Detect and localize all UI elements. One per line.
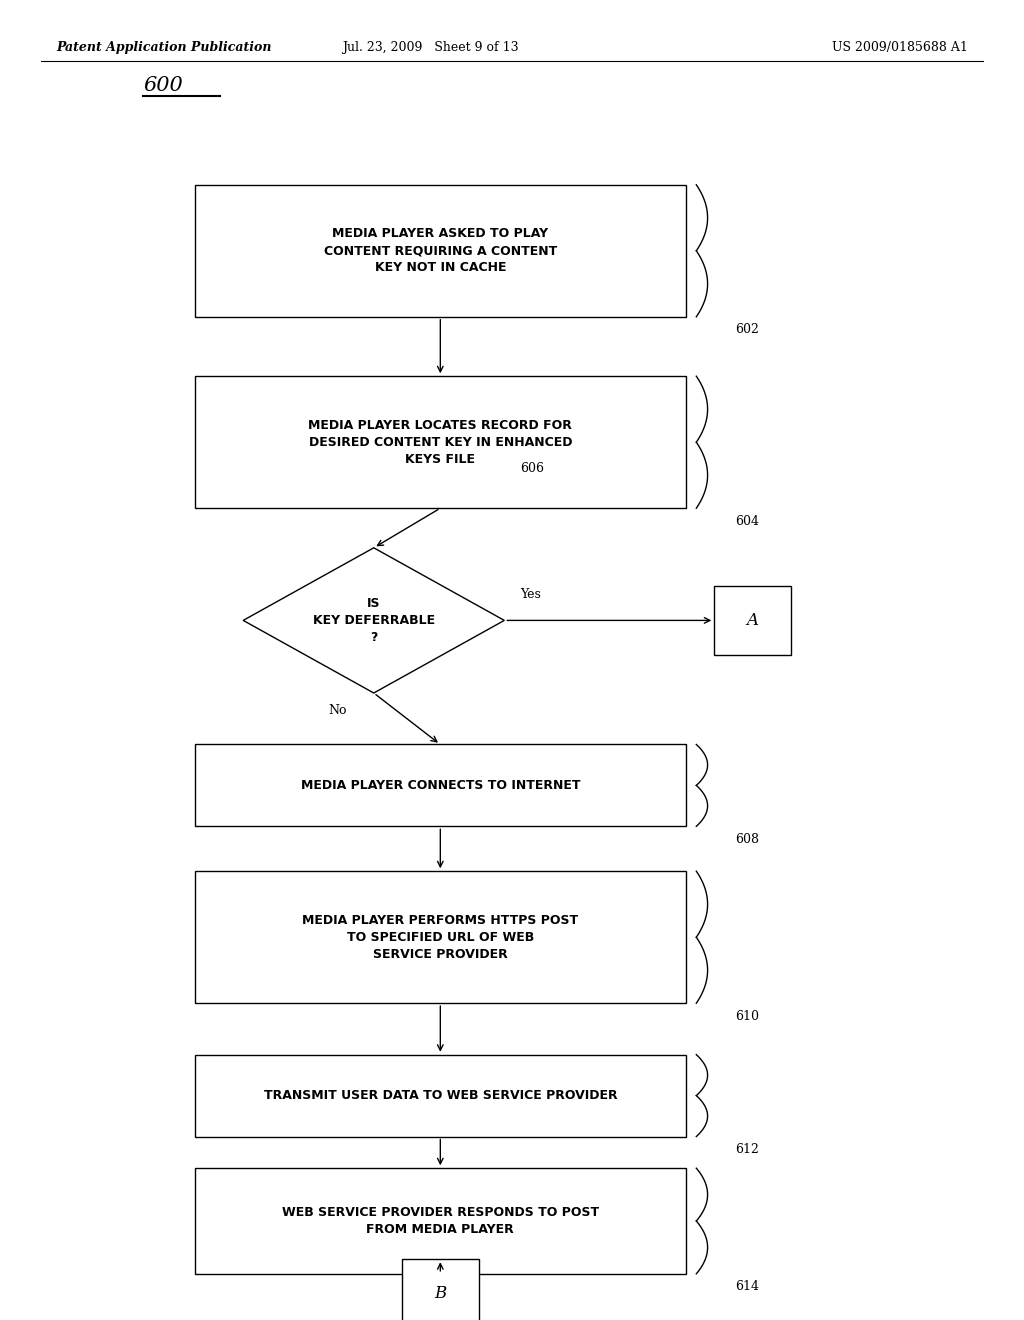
Text: Yes: Yes	[519, 587, 541, 601]
FancyBboxPatch shape	[715, 586, 791, 655]
Text: MEDIA PLAYER CONNECTS TO INTERNET: MEDIA PLAYER CONNECTS TO INTERNET	[301, 779, 580, 792]
Text: TRANSMIT USER DATA TO WEB SERVICE PROVIDER: TRANSMIT USER DATA TO WEB SERVICE PROVID…	[263, 1089, 617, 1102]
Text: 610: 610	[735, 1010, 759, 1023]
FancyBboxPatch shape	[195, 1055, 686, 1137]
FancyBboxPatch shape	[195, 185, 686, 317]
Polygon shape	[244, 548, 504, 693]
Text: 600: 600	[143, 77, 183, 95]
Text: 602: 602	[735, 323, 759, 337]
Text: 604: 604	[735, 515, 759, 528]
Text: IS
KEY DEFERRABLE
?: IS KEY DEFERRABLE ?	[312, 597, 435, 644]
Text: MEDIA PLAYER LOCATES RECORD FOR
DESIRED CONTENT KEY IN ENHANCED
KEYS FILE: MEDIA PLAYER LOCATES RECORD FOR DESIRED …	[308, 418, 572, 466]
Text: Jul. 23, 2009   Sheet 9 of 13: Jul. 23, 2009 Sheet 9 of 13	[342, 41, 518, 54]
Text: 612: 612	[735, 1143, 759, 1156]
FancyBboxPatch shape	[401, 1259, 479, 1320]
Text: 608: 608	[735, 833, 759, 846]
Text: MEDIA PLAYER PERFORMS HTTPS POST
TO SPECIFIED URL OF WEB
SERVICE PROVIDER: MEDIA PLAYER PERFORMS HTTPS POST TO SPEC…	[302, 913, 579, 961]
Text: 614: 614	[735, 1280, 759, 1294]
Text: A: A	[746, 612, 759, 628]
Text: US 2009/0185688 A1: US 2009/0185688 A1	[831, 41, 968, 54]
FancyBboxPatch shape	[195, 376, 686, 508]
Text: MEDIA PLAYER ASKED TO PLAY
CONTENT REQUIRING A CONTENT
KEY NOT IN CACHE: MEDIA PLAYER ASKED TO PLAY CONTENT REQUI…	[324, 227, 557, 275]
FancyBboxPatch shape	[195, 744, 686, 826]
Text: 606: 606	[519, 462, 544, 475]
FancyBboxPatch shape	[195, 871, 686, 1003]
Text: B: B	[434, 1286, 446, 1302]
Text: No: No	[329, 704, 347, 717]
FancyBboxPatch shape	[195, 1168, 686, 1274]
Text: WEB SERVICE PROVIDER RESPONDS TO POST
FROM MEDIA PLAYER: WEB SERVICE PROVIDER RESPONDS TO POST FR…	[282, 1206, 599, 1236]
Text: Patent Application Publication: Patent Application Publication	[56, 41, 271, 54]
